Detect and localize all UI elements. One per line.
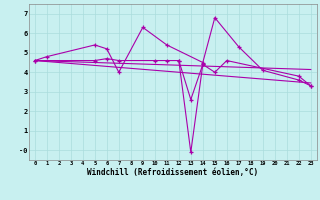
X-axis label: Windchill (Refroidissement éolien,°C): Windchill (Refroidissement éolien,°C): [87, 168, 258, 177]
